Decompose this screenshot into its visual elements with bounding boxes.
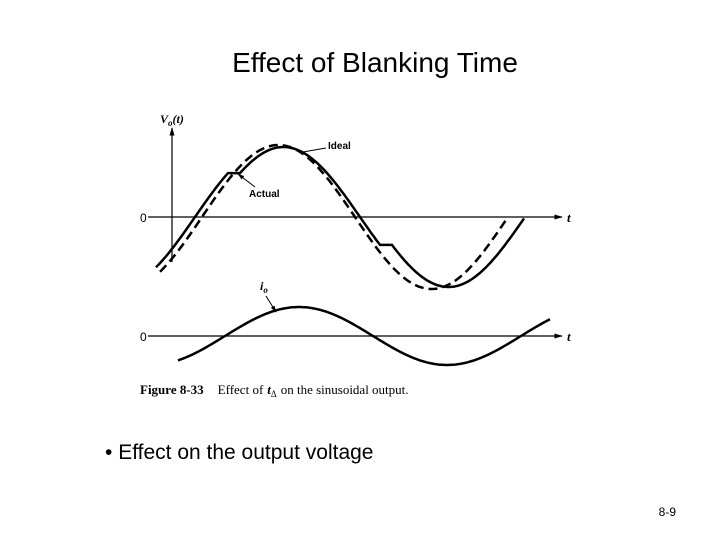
current-label: io	[260, 279, 268, 295]
time-label: t	[567, 329, 571, 344]
leader	[265, 295, 277, 313]
zero-label: 0	[140, 211, 147, 225]
current-wave	[177, 305, 551, 367]
leader	[302, 147, 327, 153]
axis-label: Vo(t)	[160, 112, 184, 128]
page-number: 8-9	[659, 505, 677, 519]
zero-label: 0	[140, 330, 147, 344]
ideal-wave	[159, 143, 510, 291]
ideal-label: Ideal	[328, 141, 351, 152]
time-label: t	[567, 210, 571, 225]
figure-caption: Figure 8-33 Effect of tΔ on the sinusoidal …	[140, 382, 409, 399]
bullet: • Effect on the output voltage	[105, 441, 374, 464]
slide-title: Effect of Blanking Time	[232, 47, 518, 78]
actual-wave	[155, 145, 526, 289]
actual-label: Actual	[249, 189, 280, 200]
leader	[237, 173, 256, 188]
